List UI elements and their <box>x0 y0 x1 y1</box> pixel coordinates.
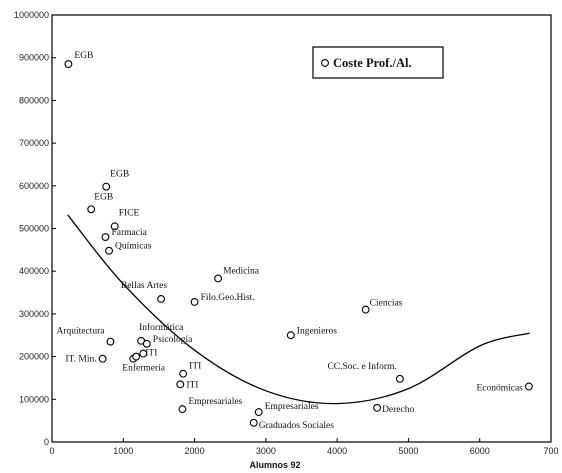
data-point <box>361 305 370 314</box>
data-label: ITI <box>186 380 198 390</box>
data-label: Arquitectura <box>56 327 105 337</box>
data-label: Ingenieros <box>297 326 337 336</box>
x-tick-label: 1000 <box>113 446 133 456</box>
data-point <box>139 349 148 358</box>
x-tick-label: 2000 <box>185 446 205 456</box>
x-axis-label: Alumnos 92 <box>249 460 300 470</box>
y-tick-label: 800000 <box>19 95 49 105</box>
y-tick-label: 100000 <box>19 394 49 404</box>
data-point <box>87 205 96 214</box>
data-point <box>179 369 188 378</box>
data-point <box>106 337 115 346</box>
data-label: Empresariales <box>265 402 319 412</box>
y-tick-label: 400000 <box>19 266 49 276</box>
data-label: Filo.Geo.Hist. <box>201 293 255 303</box>
y-tick-label: 200000 <box>19 352 49 362</box>
legend-marker <box>321 59 329 67</box>
data-point <box>254 408 263 417</box>
data-label: Ciencias <box>370 299 403 309</box>
y-tick-label: 600000 <box>19 181 49 191</box>
y-axis: 0 100000 200000 300000 400000 500000 600000 700… <box>14 10 56 447</box>
data-label: CC.Soc. e Inform. <box>327 361 396 372</box>
data-point <box>249 418 258 427</box>
data-point <box>98 354 107 363</box>
data-points: EGB EGB EGB FICE Farmacia Químicas Medicina Bel… <box>56 51 533 431</box>
y-tick-label: 300000 <box>19 309 49 319</box>
y-tick-label: 700000 <box>19 138 49 148</box>
data-label: Medicina <box>223 266 260 276</box>
data-label: EGB <box>110 170 129 180</box>
x-tick-label: 0 <box>49 446 54 456</box>
data-point <box>395 374 404 383</box>
y-tick-label: 1000000 <box>14 10 49 20</box>
data-label: Graduados Sociales <box>259 421 334 431</box>
x-tick-label: 3000 <box>256 446 276 456</box>
x-tick-label: 5000 <box>398 446 418 456</box>
legend-box <box>312 46 444 79</box>
data-point <box>101 233 110 241</box>
data-label: EGB <box>74 51 93 61</box>
data-point <box>214 274 223 283</box>
data-point <box>286 331 295 340</box>
data-label: Psicología <box>153 335 193 345</box>
x-axis: 0 1000 2000 3000 4000 5000 6000 700 <box>49 438 559 456</box>
data-label: Empresariales <box>188 397 242 407</box>
data-point <box>110 222 119 231</box>
data-label: Económicas <box>476 383 523 393</box>
data-label: Derecho <box>382 405 414 415</box>
data-point <box>178 405 187 414</box>
legend-entry: Coste Prof./Al. <box>333 56 412 70</box>
legend: Coste Prof./Al. <box>312 46 444 79</box>
x-tick-label: 700 <box>543 446 558 456</box>
y-tick-label: 900000 <box>19 53 49 63</box>
data-label: ITI <box>145 349 157 359</box>
data-point <box>142 339 151 348</box>
data-label: Químicas <box>115 242 152 252</box>
data-point <box>64 60 73 69</box>
data-label: FICE <box>119 208 140 218</box>
x-tick-label: 6000 <box>470 446 490 456</box>
data-point <box>102 182 111 191</box>
data-point <box>190 297 199 306</box>
data-label: Informática <box>139 322 184 333</box>
data-label: Enfermería <box>122 363 166 374</box>
data-label: ITI <box>189 362 201 372</box>
data-label: IT. Min. <box>65 355 96 365</box>
data-label: Bellas Artes <box>121 281 167 291</box>
data-point <box>524 382 533 391</box>
y-tick-label: 500000 <box>19 224 49 234</box>
data-label: EGB <box>94 192 113 202</box>
data-point <box>176 380 185 389</box>
data-point <box>373 403 382 412</box>
y-tick-label: 0 <box>44 437 49 447</box>
data-point <box>132 352 141 361</box>
data-label: Farmacia <box>111 228 147 238</box>
data-point <box>157 295 166 303</box>
fit-curve <box>67 214 530 405</box>
x-tick-label: 4000 <box>327 446 347 456</box>
data-point <box>105 246 113 255</box>
